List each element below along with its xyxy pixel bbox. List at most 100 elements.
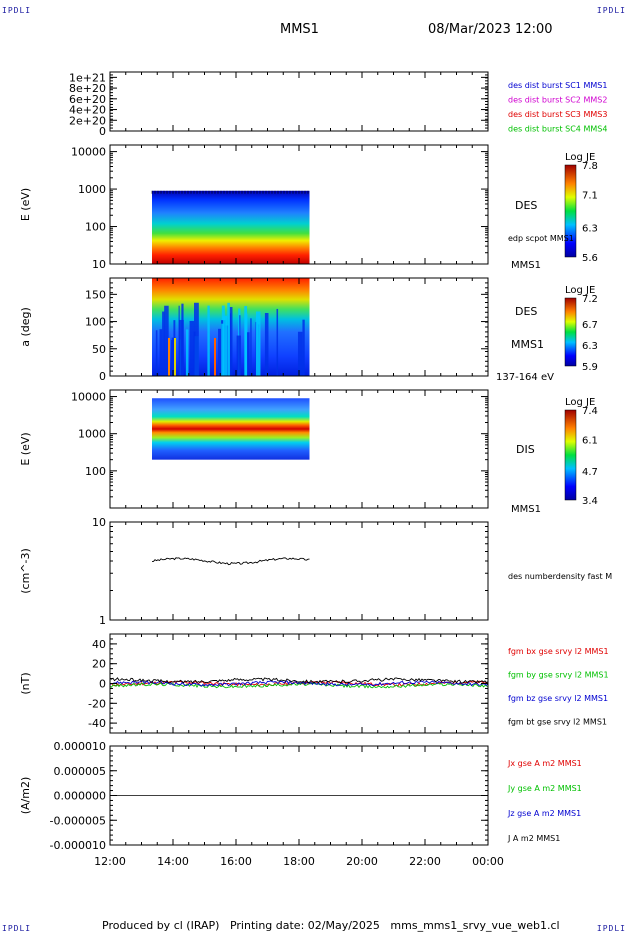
colorbar-des-pitch-angle bbox=[564, 297, 577, 367]
pitch-angle-streak bbox=[218, 328, 222, 376]
pitch-angle-streak bbox=[178, 305, 180, 376]
y-axis-label: a (deg) bbox=[19, 307, 32, 347]
y-axis-label: E (eV) bbox=[19, 432, 32, 465]
pitch-angle-streak bbox=[276, 308, 279, 376]
y-tick-label: 0.000010 bbox=[54, 740, 107, 753]
colorbar-tick-label: 7.1 bbox=[582, 190, 598, 201]
y-axis-label: (A/m2) bbox=[19, 777, 32, 815]
y-tick-label: 100 bbox=[85, 221, 106, 234]
y-tick-label: 10000 bbox=[71, 391, 106, 404]
y-tick-label: 6e+20 bbox=[69, 93, 106, 106]
x-tick-label: 16:00 bbox=[220, 855, 252, 868]
panel-label-spacecraft: MMS1 bbox=[511, 504, 541, 515]
series-line-bt bbox=[109, 677, 489, 684]
legend-entry: des dist burst SC1 MMS1 bbox=[508, 81, 607, 90]
panel-current-density: 0.000010 0.000005 0.000000 -0.000005 -0.0000… bbox=[19, 740, 582, 852]
y-tick-label: 40 bbox=[92, 638, 106, 651]
y-tick-label: 0.000000 bbox=[54, 790, 107, 803]
spectrogram-des-energy-spectrogram bbox=[152, 190, 310, 264]
x-tick-label: 14:00 bbox=[157, 855, 189, 868]
series-line-bz bbox=[109, 680, 489, 687]
legend-entry: fgm bt gse srvy l2 MMS1 bbox=[508, 718, 607, 727]
pitch-angle-streak bbox=[189, 320, 195, 376]
x-tick-label: 22:00 bbox=[409, 855, 441, 868]
y-axis-label: E (eV) bbox=[19, 188, 32, 221]
y-tick-label: 1 bbox=[99, 614, 106, 627]
panel-frame bbox=[109, 71, 489, 132]
colorbar-tick-label: 4.7 bbox=[582, 467, 598, 478]
pitch-angle-streak bbox=[236, 335, 241, 376]
pitch-angle-streak bbox=[171, 337, 176, 376]
pitch-angle-streak bbox=[302, 319, 305, 376]
colorbar-tick-label: 6.3 bbox=[582, 341, 598, 352]
colorbar-tick-label: 7.2 bbox=[582, 294, 598, 305]
legend-entry: des dist burst SC4 MMS4 bbox=[508, 125, 607, 134]
colorbar-title: Log JE bbox=[565, 285, 595, 296]
series-line-by bbox=[109, 682, 489, 689]
colorbar-tick-label: 7.8 bbox=[582, 161, 598, 172]
legend-entry: des numberdensity fast M bbox=[508, 572, 612, 581]
y-axis-label: (nT) bbox=[19, 672, 32, 694]
corner-label-top-right: IPDLI bbox=[596, 6, 626, 15]
panel-frame bbox=[109, 521, 489, 621]
pitch-angle-streak bbox=[194, 302, 199, 376]
panel-label-overlay: edp scpot MMS1 bbox=[508, 234, 574, 243]
panel-label-spacecraft: MMS1 bbox=[511, 338, 544, 351]
legend-entry: fgm by gse srvy l2 MMS1 bbox=[508, 671, 609, 680]
pitch-angle-streak bbox=[155, 330, 158, 376]
panel-label-spacecraft: MMS1 bbox=[511, 260, 541, 271]
pitch-angle-streak bbox=[159, 329, 163, 376]
panel-dis-energy-spectrogram: Log JE7.4 6.1 4.7 3.4 DIS MMS1 10000 1000 100 E (… bbox=[19, 389, 598, 515]
header-datetime: 08/Mar/2023 12:00 bbox=[428, 22, 553, 37]
y-tick-label: 100 bbox=[85, 465, 106, 478]
y-tick-label: 10000 bbox=[71, 146, 106, 159]
corner-label-top-left: IPDLI bbox=[2, 6, 32, 15]
colorbar-tick-label: 3.4 bbox=[582, 496, 598, 507]
y-tick-label: 10 bbox=[92, 258, 106, 271]
colorbar-tick-label: 5.6 bbox=[582, 253, 598, 264]
colorbar-tick-label: 5.9 bbox=[582, 362, 598, 373]
corner-label-bottom-right: IPDLI bbox=[596, 924, 626, 933]
panel-label-energy-range: 137-164 eV bbox=[496, 372, 554, 383]
pitch-angle-streak bbox=[256, 311, 261, 376]
pitch-angle-streak bbox=[181, 303, 184, 376]
panel-des-energy-spectrogram: Log JE7.8 7.1 6.3 5.6 DES edp scpot MMS1 MMS1 1… bbox=[19, 144, 598, 271]
pitch-angle-streak bbox=[246, 332, 250, 376]
y-tick-label: 8e+20 bbox=[69, 82, 106, 95]
colorbar-tick-label: 6.1 bbox=[582, 435, 598, 446]
y-tick-label: -20 bbox=[88, 697, 106, 710]
x-tick-label: 20:00 bbox=[346, 855, 378, 868]
header-spacecraft: MMS1 bbox=[280, 22, 319, 37]
pitch-angle-spike bbox=[214, 338, 216, 376]
panel-des-numberdensity: 10 1 (cm^-3) des numberdensity fast M bbox=[19, 516, 612, 627]
y-tick-label: 2e+20 bbox=[69, 114, 106, 127]
colorbar-tick-label: 6.3 bbox=[582, 224, 598, 235]
y-tick-label: 0 bbox=[99, 125, 106, 138]
y-tick-label: 0 bbox=[99, 370, 106, 383]
legend-entry: Jx gse A m2 MMS1 bbox=[507, 759, 582, 768]
panel-fgm-b: 40 20 0 -20 -40 (nT) fgm bx gse srvy l2 MMS1 fg… bbox=[19, 633, 609, 734]
y-tick-label: 150 bbox=[85, 288, 106, 301]
legend-entry: fgm bx gse srvy l2 MMS1 bbox=[508, 647, 609, 656]
y-tick-label: 1e+21 bbox=[69, 71, 106, 84]
pitch-angle-streak bbox=[250, 318, 252, 376]
y-tick-label: 1000 bbox=[78, 183, 106, 196]
footer-credits: Produced by cl (IRAP) Printing date: 02/… bbox=[102, 919, 560, 932]
pitch-angle-spike bbox=[168, 338, 170, 376]
y-tick-label: 0.000005 bbox=[54, 765, 107, 778]
pitch-angle-streak bbox=[229, 313, 232, 376]
x-tick-label: 00:00 bbox=[472, 855, 504, 868]
legend-entry: Jz gse A m2 MMS1 bbox=[507, 809, 581, 818]
y-tick-label: 100 bbox=[85, 316, 106, 329]
panel-label-instrument: DES bbox=[515, 199, 537, 212]
legend-entry: fgm bz gse srvy l2 MMS1 bbox=[508, 694, 608, 703]
spectrogram-dis-energy-spectrogram bbox=[152, 398, 310, 460]
x-axis-labels: 12:00 14:00 16:00 18:00 20:00 22:00 00:00 bbox=[94, 855, 504, 868]
panel-label-instrument: DIS bbox=[516, 443, 535, 456]
pitch-angle-streak bbox=[221, 323, 224, 376]
pitch-angle-streak bbox=[164, 305, 169, 376]
pitch-angle-streak bbox=[297, 331, 303, 376]
y-tick-label: -0.000010 bbox=[50, 839, 106, 852]
x-tick-label: 18:00 bbox=[283, 855, 315, 868]
